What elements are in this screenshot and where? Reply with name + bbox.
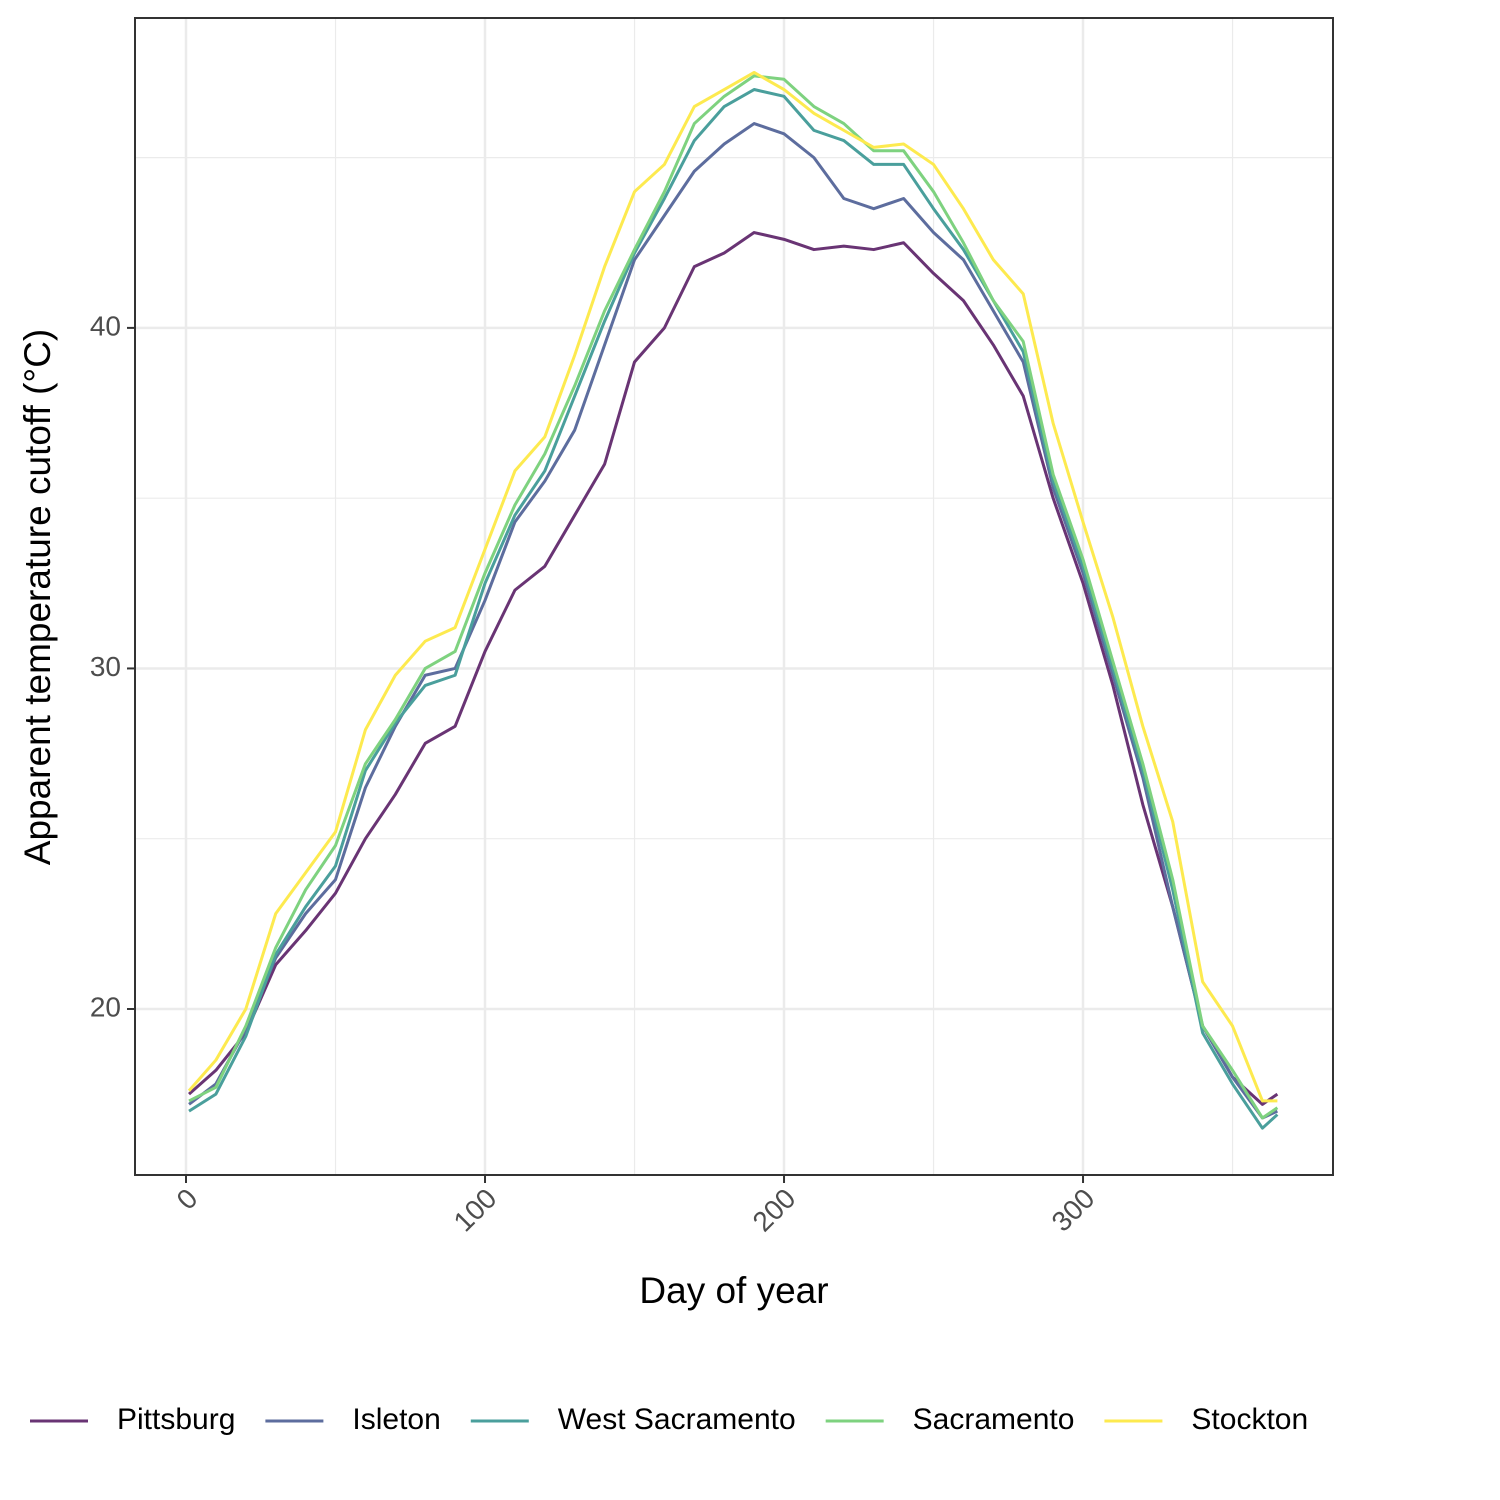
y-tick-label: 30 [90,651,121,682]
y-tick-label: 40 [90,310,121,341]
series-line [188,74,1279,1120]
legend-label: Isleton [352,1403,440,1436]
series-line [188,231,1279,1106]
legend-label: West Sacramento [558,1403,796,1436]
plot-border [134,17,1334,1176]
series-line [187,70,1278,1103]
legend-label: Pittsburg [117,1403,235,1436]
y-axis-title: Apparent temperature cutoff (°C) [17,329,58,865]
series-line [188,88,1279,1130]
legend-label: Stockton [1191,1403,1308,1436]
x-axis-title: Day of year [639,1270,828,1311]
series-line [188,122,1279,1120]
y-tick-label: 20 [90,991,121,1022]
legend-label: Sacramento [913,1403,1075,1436]
